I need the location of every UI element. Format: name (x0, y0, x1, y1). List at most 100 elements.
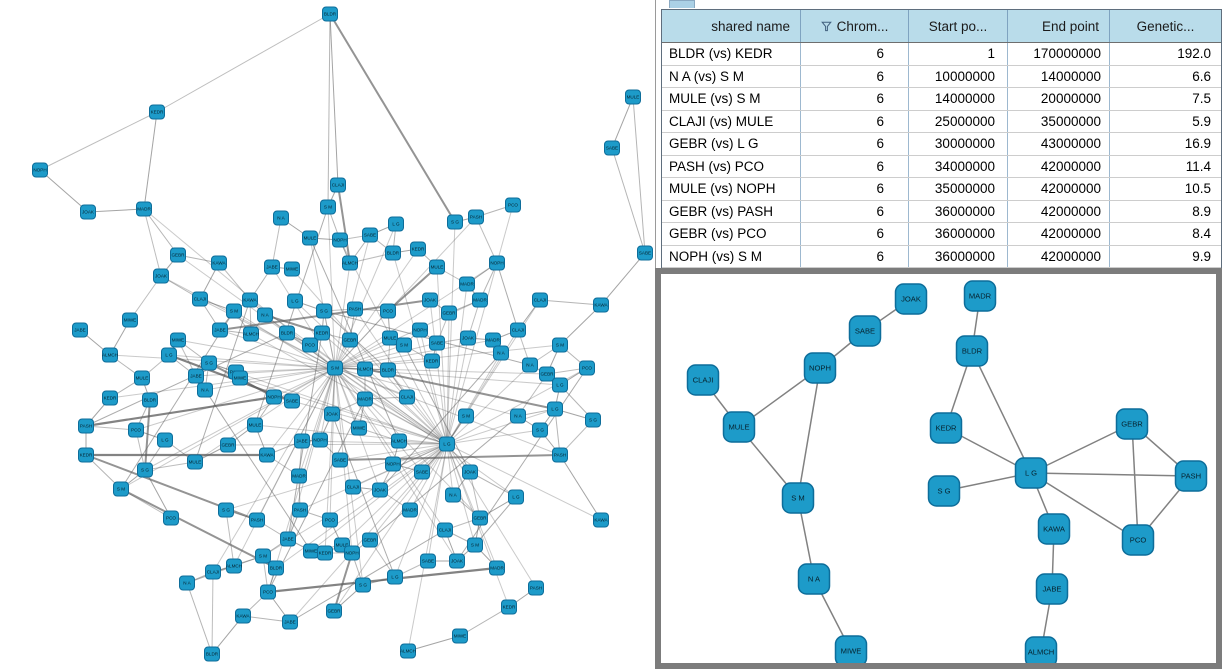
network-node[interactable]: PCO (302, 337, 318, 353)
network-node[interactable]: MULE (625, 89, 641, 105)
network-node[interactable]: KEDR (78, 447, 94, 463)
network-node[interactable]: CLAJI (345, 479, 361, 495)
network-node[interactable]: MIWE (834, 635, 868, 663)
network-node[interactable]: MADR (357, 391, 373, 407)
network-node[interactable]: SABE (284, 393, 300, 409)
network-node[interactable]: GEBR (342, 332, 358, 348)
network-node[interactable]: BLDR (955, 335, 989, 367)
network-node[interactable]: KEDR (410, 241, 426, 257)
network-node[interactable]: S G (585, 412, 601, 428)
network-node[interactable]: JABE (280, 531, 296, 547)
network-node[interactable]: KEDR (501, 599, 517, 615)
filter-icon[interactable] (820, 21, 832, 32)
table-row[interactable]: BLDR (vs) KEDR 6 1 170000000 192.0 (662, 43, 1221, 66)
network-node[interactable]: S M (458, 408, 474, 424)
network-node[interactable]: N A (493, 345, 509, 361)
network-node[interactable]: S M (320, 199, 336, 215)
table-row[interactable]: GEBR (vs) PASH 6 36000000 42000000 8.9 (662, 200, 1221, 223)
network-node[interactable]: S G (447, 214, 463, 230)
network-node[interactable]: MIWE (122, 312, 138, 328)
network-edge[interactable] (1030, 423, 1133, 474)
network-node[interactable]: S M (327, 360, 343, 376)
network-node[interactable]: MADR (402, 502, 418, 518)
network-node[interactable]: CLAJI (437, 522, 453, 538)
network-node[interactable]: S G (316, 303, 332, 319)
network-node[interactable]: MADR (489, 560, 505, 576)
network-node[interactable]: BLDR (279, 325, 295, 341)
table-row[interactable]: GEBR (vs) PCO 6 36000000 42000000 8.4 (662, 223, 1221, 246)
network-node[interactable]: L G (439, 436, 455, 452)
network-node[interactable]: JABE (264, 259, 280, 275)
network-node[interactable]: JABE (294, 433, 310, 449)
network-node[interactable]: MADR (291, 468, 307, 484)
network-node[interactable]: ALMCH (1024, 636, 1058, 663)
network-node[interactable]: NOPH (344, 545, 360, 561)
table-row[interactable]: PASH (vs) PCO 6 34000000 42000000 11.4 (662, 155, 1221, 178)
network-node[interactable]: KEDR (149, 104, 165, 120)
network-node[interactable]: L G (552, 377, 568, 393)
col-header-shared-name[interactable]: shared name (662, 10, 801, 42)
network-node[interactable]: MIWE (284, 261, 300, 277)
network-node[interactable]: NOPH (803, 352, 837, 384)
network-node[interactable]: PASH (468, 209, 484, 225)
network-node[interactable]: PASH (552, 447, 568, 463)
network-node[interactable]: PCO (322, 512, 338, 528)
network-node[interactable]: NOPH (312, 432, 328, 448)
network-node[interactable]: S G (532, 422, 548, 438)
network-node[interactable]: MIWE (303, 543, 319, 559)
network-node[interactable]: MIWE (452, 628, 468, 644)
network-node[interactable]: GEBR (326, 603, 342, 619)
network-node[interactable]: MADR (136, 201, 152, 217)
table-row[interactable]: NOPH (vs) S M 6 36000000 42000000 9.9 (662, 245, 1221, 268)
network-node[interactable]: CLAJI (532, 292, 548, 308)
network-node[interactable]: L G (508, 489, 524, 505)
network-node[interactable]: CLAJI (330, 177, 346, 193)
network-node[interactable]: S G (137, 462, 153, 478)
network-node[interactable]: GEBR (539, 366, 555, 382)
network-edge[interactable] (1030, 472, 1139, 541)
network-node[interactable]: MIWE (351, 420, 367, 436)
network-node[interactable]: MADR (472, 292, 488, 308)
network-edge[interactable] (797, 367, 821, 499)
network-node[interactable]: JOAK (80, 204, 96, 220)
network-node[interactable]: CLAJI (399, 389, 415, 405)
network-node[interactable]: CLAJI (510, 322, 526, 338)
network-node[interactable]: L G (287, 293, 303, 309)
col-header-chrom[interactable]: Chrom... (801, 10, 909, 42)
network-node[interactable]: MADR (459, 276, 475, 292)
network-node[interactable]: SABE (848, 315, 882, 347)
network-edge[interactable] (1131, 423, 1139, 541)
network-node[interactable]: JABE (1035, 573, 1069, 605)
network-node[interactable]: JOAK (324, 406, 340, 422)
network-node[interactable]: PASH (528, 580, 544, 596)
network-node[interactable]: L G (1014, 457, 1048, 489)
network-node[interactable]: N A (797, 563, 831, 595)
col-header-start-po[interactable]: Start po... (909, 10, 1008, 42)
network-node[interactable]: L G (157, 432, 173, 448)
network-node[interactable]: BLDR (268, 560, 284, 576)
network-node[interactable]: N A (445, 487, 461, 503)
network-node[interactable]: PASH (292, 502, 308, 518)
network-node[interactable]: PASH (78, 418, 94, 434)
col-header-genetic[interactable]: Genetic... (1110, 10, 1221, 42)
network-node[interactable]: GEBR (472, 510, 488, 526)
network-node[interactable]: BLDR (385, 245, 401, 261)
network-node[interactable]: SABE (637, 245, 653, 261)
network-node[interactable]: S M (396, 337, 412, 353)
network-node[interactable]: N A (510, 408, 526, 424)
table-row[interactable]: MULE (vs) NOPH 6 35000000 42000000 10.5 (662, 178, 1221, 201)
network-node[interactable]: MULE (722, 411, 756, 443)
network-node[interactable]: BLDR (204, 646, 220, 662)
network-node[interactable]: SABE (604, 140, 620, 156)
network-node[interactable]: KEDR (314, 325, 330, 341)
network-node[interactable]: KAWA (259, 447, 275, 463)
network-node[interactable]: PCO (163, 510, 179, 526)
network-node[interactable]: JABE (282, 614, 298, 630)
network-node[interactable]: S M (226, 303, 242, 319)
network-node[interactable]: PCO (1121, 524, 1155, 556)
network-node[interactable]: BLDR (142, 392, 158, 408)
table-row[interactable]: N A (vs) S M 6 10000000 14000000 6.6 (662, 65, 1221, 88)
network-node[interactable]: N A (179, 575, 195, 591)
network-node[interactable]: S G (201, 355, 217, 371)
network-node[interactable]: NOPH (266, 389, 282, 405)
